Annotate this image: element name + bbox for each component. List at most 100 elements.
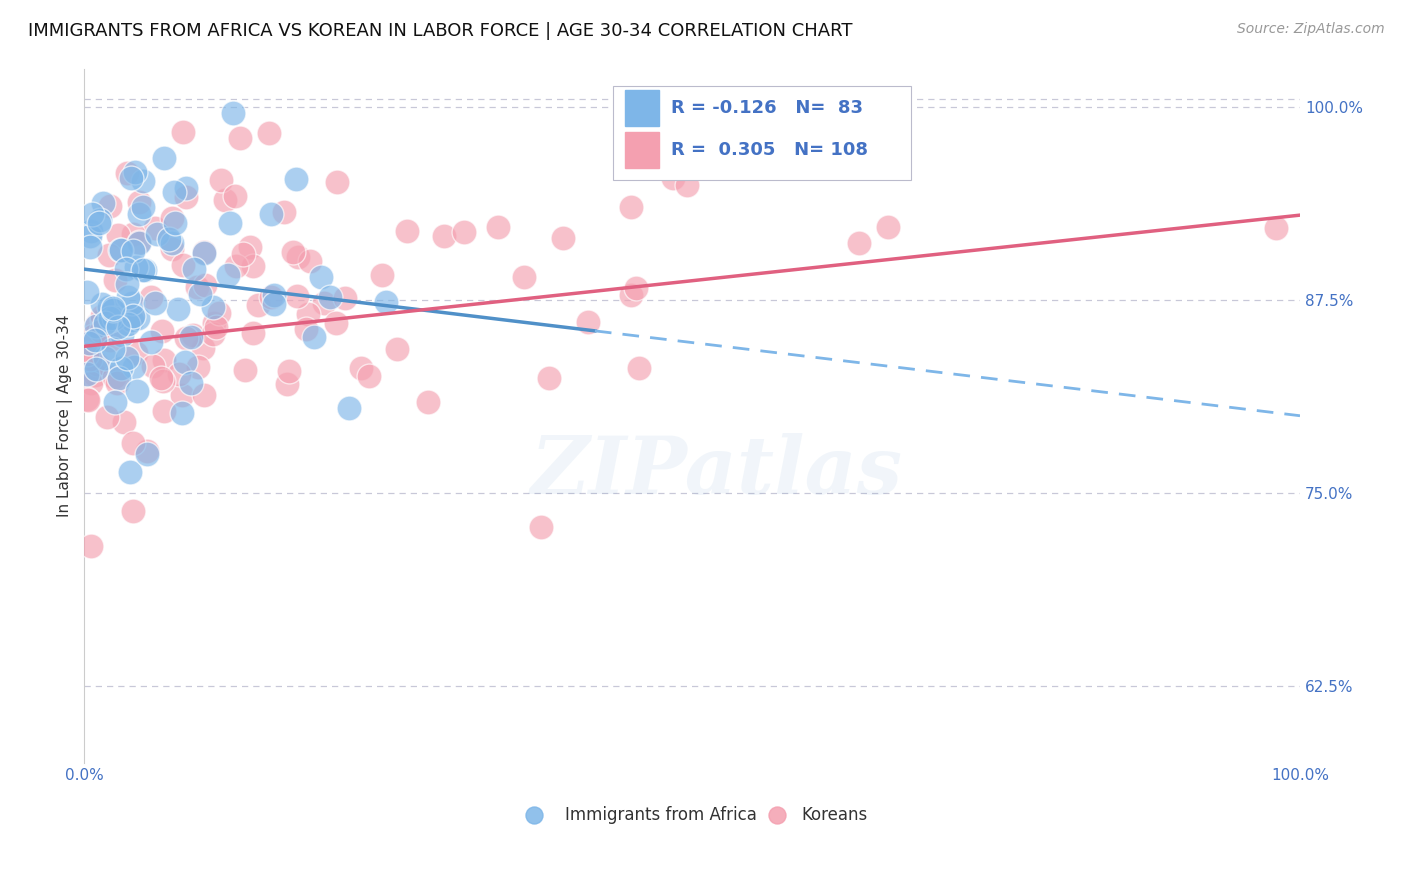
Point [83, 368, 105, 382]
Point [176, 190, 198, 204]
Point [77, 336, 100, 351]
Text: Source: ZipAtlas.com: Source: ZipAtlas.com [1237, 22, 1385, 37]
Point [153, 151, 176, 165]
Point [125, 384, 148, 398]
Point [112, 415, 135, 429]
Point [80, 207, 103, 221]
Point [91, 310, 114, 324]
Point [416, 395, 439, 409]
Point [160, 236, 183, 251]
Point [117, 317, 139, 331]
Point [576, 315, 599, 329]
Point [122, 227, 145, 242]
Point [132, 263, 155, 277]
Point [297, 308, 319, 322]
Point [100, 313, 122, 327]
Text: Immigrants from Africa: Immigrants from Africa [564, 806, 756, 824]
Point [91, 297, 114, 311]
Point [86, 317, 108, 331]
Point [107, 319, 129, 334]
Text: Koreans: Koreans [801, 806, 868, 824]
Point [208, 306, 231, 320]
Point [76, 347, 98, 361]
Point [79, 352, 101, 367]
Point [122, 504, 145, 518]
Point [193, 388, 215, 402]
Point [848, 235, 870, 250]
Point [242, 260, 264, 274]
Point [84, 318, 107, 333]
Point [101, 301, 124, 315]
Point [174, 180, 197, 194]
Point [232, 247, 254, 261]
Point [284, 172, 307, 186]
Point [260, 290, 283, 304]
Point [136, 447, 159, 461]
Point [285, 289, 308, 303]
Point [142, 359, 165, 374]
Point [172, 388, 194, 402]
Point [146, 227, 169, 241]
Text: IMMIGRANTS FROM AFRICA VS KOREAN IN LABOR FORCE | AGE 30-34 CORRELATION CHART: IMMIGRANTS FROM AFRICA VS KOREAN IN LABO… [28, 22, 852, 40]
Point [98, 247, 121, 261]
Point [260, 207, 283, 221]
Point [167, 367, 190, 381]
Point [80, 539, 103, 553]
Text: ZIPatlas: ZIPatlas [530, 433, 903, 510]
Point [125, 345, 148, 359]
Point [90, 324, 112, 338]
Point [94, 351, 117, 365]
Point [877, 219, 900, 234]
Point [620, 200, 643, 214]
Point [89, 212, 111, 227]
Point [110, 243, 132, 257]
Point [79, 229, 101, 244]
Point [371, 268, 394, 282]
Point [122, 360, 145, 375]
Point [141, 290, 163, 304]
Point [374, 295, 396, 310]
Point [319, 290, 342, 304]
Point [273, 205, 295, 219]
Point [120, 170, 142, 185]
Point [118, 465, 141, 479]
Point [173, 355, 195, 369]
Point [98, 199, 121, 213]
FancyBboxPatch shape [613, 86, 911, 179]
Point [385, 342, 408, 356]
Point [115, 351, 138, 365]
Point [537, 370, 560, 384]
Point [1264, 220, 1286, 235]
Point [111, 327, 134, 342]
Point [628, 360, 651, 375]
Point [84, 362, 107, 376]
Point [283, 245, 305, 260]
Point [325, 316, 347, 330]
Point [76, 367, 98, 381]
Point [103, 370, 125, 384]
Point [76, 392, 98, 407]
Point [107, 371, 129, 385]
Point [98, 301, 121, 315]
Point [302, 330, 325, 344]
Bar [626, 90, 659, 126]
Point [76, 392, 98, 407]
Point [136, 443, 159, 458]
Point [103, 302, 125, 317]
Point [103, 342, 125, 356]
Point [218, 216, 240, 230]
Point [620, 287, 643, 301]
Point [104, 273, 127, 287]
Point [242, 326, 264, 341]
Point [193, 246, 215, 260]
Point [122, 309, 145, 323]
Point [103, 311, 125, 326]
Point [105, 376, 128, 391]
Point [128, 207, 150, 221]
Point [512, 269, 534, 284]
Point [278, 364, 301, 378]
Point [186, 279, 208, 293]
Point [143, 295, 166, 310]
Point [98, 311, 121, 326]
Point [172, 258, 194, 272]
